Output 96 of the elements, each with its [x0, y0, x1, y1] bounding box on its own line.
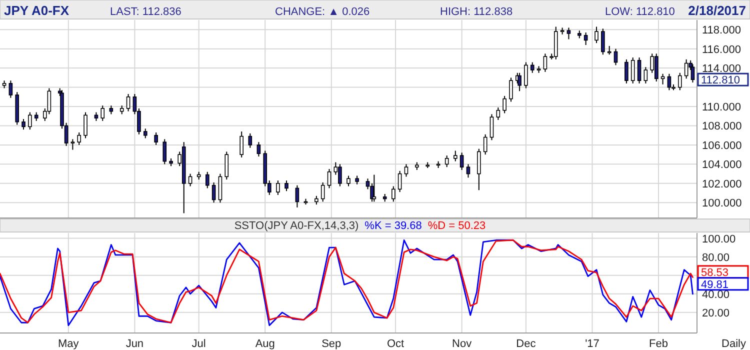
y-tick-label: 20.00 — [702, 307, 730, 320]
y-tick-label: 40.00 — [702, 288, 730, 301]
text: 112.810 — [701, 74, 740, 87]
candlestick — [205, 171, 210, 189]
candlestick — [614, 48, 618, 66]
candlestick — [584, 32, 588, 46]
candlestick — [524, 62, 528, 89]
chart-title: JPY A0-FX — [4, 3, 70, 18]
y-tick-label: 100.00 — [702, 233, 736, 246]
y-tick-label: 106.000 — [702, 140, 742, 152]
candlestick — [684, 58, 688, 80]
chart-title: SSTO(JPY A0-FX,14,3,3) — [234, 220, 359, 232]
text: CHANGE: ▲ 0.026 — [275, 6, 370, 18]
x-tick-label: Oct — [386, 338, 404, 350]
candlestick — [654, 53, 658, 82]
y-tick-label: 104.000 — [702, 159, 742, 172]
candlestick — [601, 28, 605, 56]
candlestick — [594, 26, 598, 44]
candlestick — [372, 174, 376, 202]
candlestick — [644, 66, 648, 84]
candlestick — [295, 184, 300, 208]
candlestick — [483, 134, 488, 156]
candlestick — [70, 138, 75, 150]
candlestick — [678, 72, 682, 91]
y-tick-label: 116.000 — [702, 44, 741, 56]
candlestick — [248, 132, 252, 148]
candlestick — [530, 62, 534, 74]
candlestick — [477, 148, 481, 191]
candlestick — [502, 95, 506, 114]
candlestick — [84, 112, 88, 139]
candlestick — [690, 64, 695, 83]
candlestick — [518, 72, 522, 92]
y-tick-label: 114.000 — [702, 63, 741, 76]
candlestick — [162, 138, 167, 165]
text: 2/18/2017 — [688, 3, 746, 18]
candlestick — [240, 130, 244, 158]
candlestick — [660, 73, 665, 85]
candlestick — [212, 182, 216, 204]
candlestick — [667, 73, 672, 91]
text: 58.53 — [701, 266, 729, 279]
x-tick-label: Nov — [452, 338, 472, 350]
series-label: %K = 39.68 — [364, 220, 422, 232]
text: 49.81 — [701, 278, 729, 291]
y-tick-label: 102.000 — [702, 178, 742, 190]
candlestick — [284, 180, 288, 192]
series-label: %D = 50.23 — [428, 220, 486, 232]
candlestick — [637, 56, 642, 84]
candlestick — [100, 105, 105, 122]
candlestick — [28, 112, 32, 130]
candlestick — [496, 106, 500, 120]
y-tick-label: 80.00 — [702, 252, 730, 264]
candlestick — [8, 80, 13, 98]
candlestick — [143, 128, 148, 139]
candlestick — [218, 173, 222, 204]
candlestick — [398, 170, 402, 193]
x-tick-label: '17 — [585, 338, 600, 350]
candlestick — [188, 173, 192, 187]
text: LOW: 112.810 — [605, 6, 675, 18]
candlestick — [444, 155, 449, 168]
candlestick — [404, 164, 408, 178]
candlestick — [327, 168, 332, 189]
candlestick — [509, 77, 513, 102]
x-tick-label: Aug — [255, 338, 275, 350]
x-tick-label: Dec — [516, 338, 536, 350]
candlestick — [566, 27, 571, 40]
candlestick — [126, 94, 130, 112]
y-tick-label: 100.000 — [702, 198, 742, 210]
candlestick — [22, 118, 26, 130]
y-tick-label: 118.000 — [702, 24, 741, 37]
candlestick — [466, 164, 470, 178]
candlestick — [77, 132, 82, 146]
candlestick — [224, 151, 229, 180]
candlestick — [47, 88, 52, 115]
candlestick — [630, 56, 635, 84]
text: Daily — [722, 338, 746, 350]
x-tick-label: Sep — [322, 338, 342, 350]
y-tick-label: 110.000 — [702, 102, 741, 114]
candlestick — [392, 186, 396, 202]
x-tick-label: May — [58, 338, 80, 350]
y-tick-label: 108.000 — [702, 120, 742, 133]
x-tick-label: Jun — [126, 338, 144, 350]
candlestick — [338, 164, 342, 187]
candlestick — [543, 53, 548, 72]
x-tick-label: Jul — [192, 338, 206, 350]
candlestick — [320, 182, 325, 202]
text: HIGH: 112.838 — [440, 6, 513, 18]
x-tick-label: Feb — [649, 338, 668, 350]
candlestick — [454, 150, 458, 162]
candlestick — [346, 175, 350, 187]
candlestick — [154, 132, 158, 146]
candlestick — [256, 142, 261, 157]
candlestick — [460, 152, 464, 170]
text: LAST: 112.836 — [110, 6, 182, 18]
candlestick — [490, 114, 494, 141]
candlestick — [276, 180, 280, 196]
candlestick — [624, 58, 628, 84]
